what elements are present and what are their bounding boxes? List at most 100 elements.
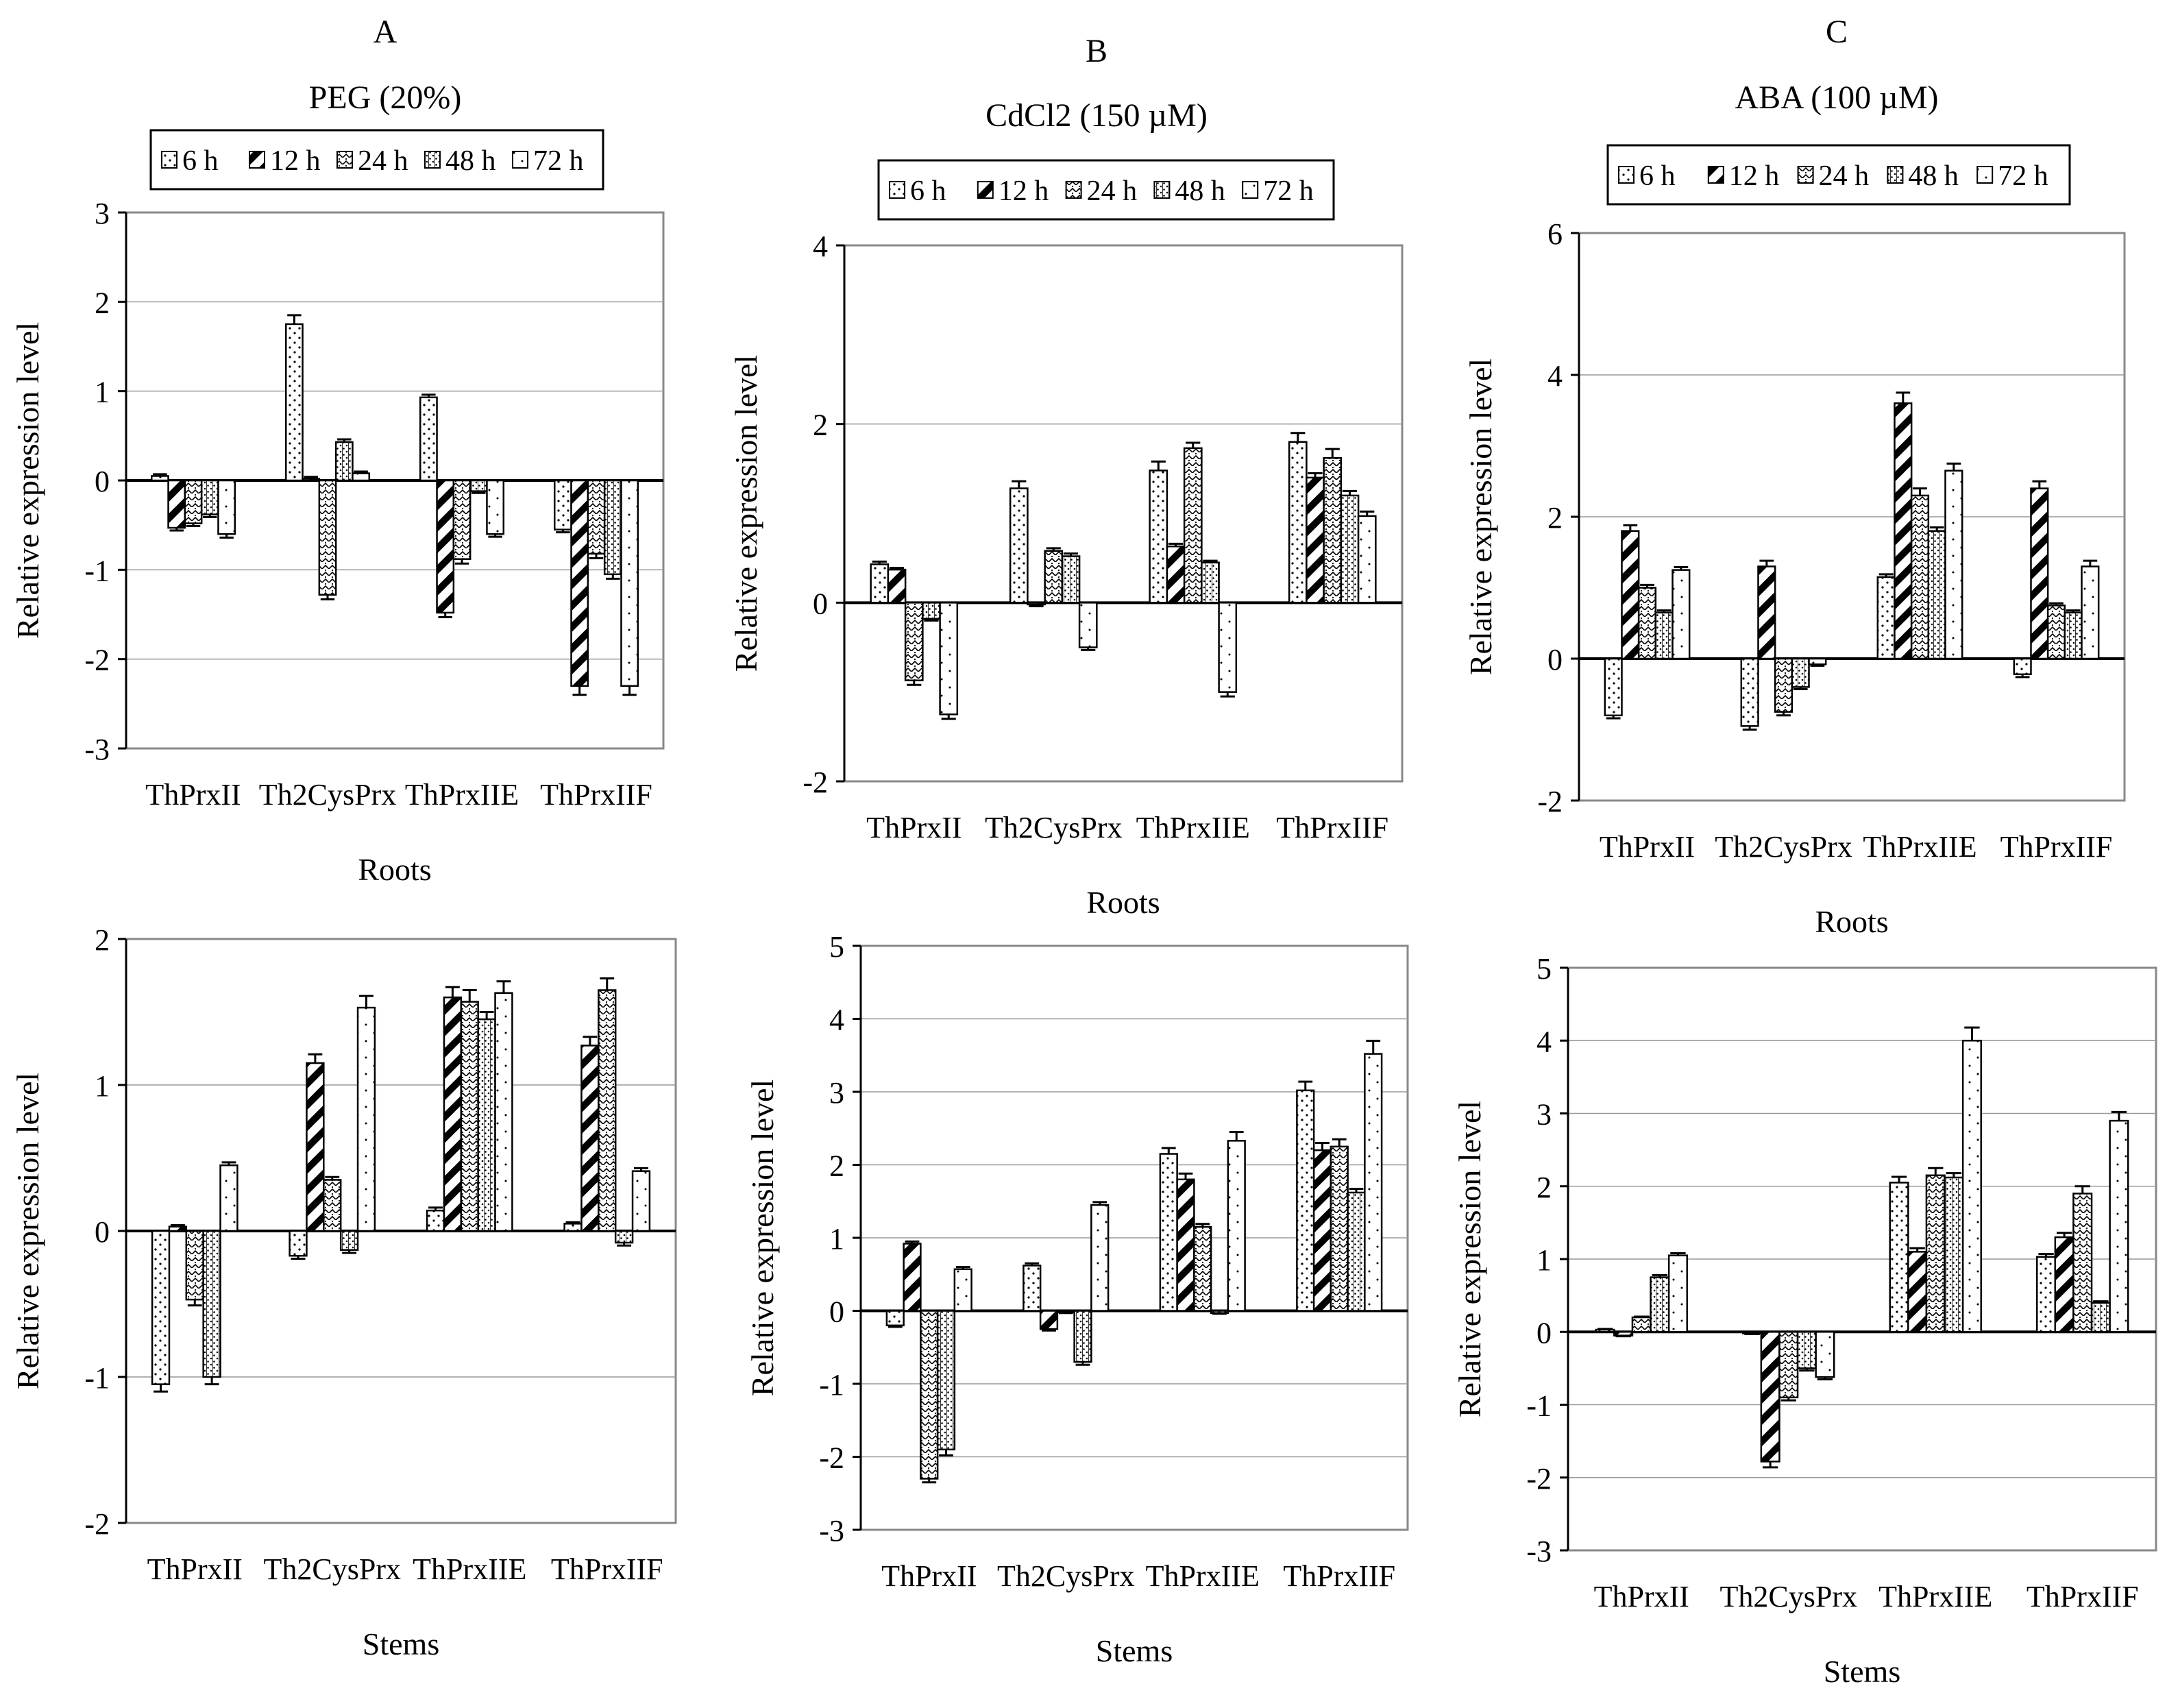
y-tick-label: 0 (829, 1295, 844, 1329)
x-tick-label: Th2CysPrx (985, 811, 1122, 844)
x-tick-label: ThPrxIIF (551, 1552, 663, 1586)
bar-ThPrxIIF-72h (1364, 1053, 1383, 1312)
y-tick-label: 1 (95, 1069, 110, 1103)
legend-swatch-5 (512, 151, 528, 169)
bar-ThPrxIIF-12h (570, 479, 589, 687)
y-tick-label: 0 (1547, 643, 1563, 676)
legend-swatch-3 (1797, 166, 1814, 184)
y-tick-label: -3 (1526, 1535, 1552, 1568)
bar-ThPrxIIE-48h (1210, 1310, 1229, 1314)
y-tick-label: -2 (803, 766, 828, 799)
x-tick-label: Th2CysPrx (259, 778, 396, 812)
bar-Th2CysPrx-72h (1808, 657, 1827, 666)
legend-label-4: 48 h (1175, 175, 1225, 207)
y-tick-label: -1 (84, 1361, 110, 1395)
legend-a: 6 h 12 h 24 h 48 h 72 h (149, 129, 604, 191)
bar-ThPrxII-48h (922, 602, 941, 620)
bar-ThPrxIIE-72h (486, 479, 505, 535)
chart-c-stems: 5 4 3 2 1 0 -1 -2 -3 Relative expression level ThP… (1452, 952, 2157, 1689)
bar-Th2CysPrx-12h (1760, 1331, 1780, 1463)
bar-Th2CysPrx-48h (1796, 1331, 1817, 1369)
bar-ThPrxIIE-72h (494, 992, 513, 1232)
x-tick-label: ThPrxIIE (1863, 830, 1976, 864)
bar-Th2CysPrx-6h (1009, 487, 1029, 604)
y-axis-label: Relative expression level (1463, 358, 1498, 675)
legend-label-3: 24 h (358, 145, 408, 177)
y-tick-label: 5 (1537, 952, 1552, 986)
bar-ThPrxII-12h (167, 479, 186, 529)
y-tick-label: 0 (1537, 1316, 1552, 1350)
bar-ThPrxII-72h (953, 1268, 972, 1312)
legend-label-1: 6 h (182, 145, 219, 177)
x-tick-label: ThPrxIIF (1276, 811, 1388, 844)
y-tick-label: -2 (84, 1507, 110, 1541)
chart-a-roots: 3 2 1 0 -1 -2 -3 Relative expression level ThPrx… (10, 197, 665, 887)
y-tick-label: 2 (95, 923, 110, 957)
x-tick-label: ThPrxIIF (2027, 1580, 2139, 1613)
bar-ThPrxIIE-72h (1227, 1140, 1246, 1312)
bar-ThPrxII-12h (1621, 530, 1640, 660)
panel-letter-c: C (1826, 14, 1848, 50)
legend-swatch-3 (336, 151, 353, 169)
x-tick-label: ThPrxIIE (405, 778, 519, 812)
bar-ThPrxIIF-48h (1340, 494, 1360, 604)
bar-Th2CysPrx-72h (356, 1006, 376, 1232)
bar-ThPrxIIF-24h (2072, 1193, 2093, 1333)
legend-label-4: 48 h (445, 145, 496, 177)
bar-Th2CysPrx-48h (1073, 1310, 1092, 1363)
bar-ThPrxIIE-12h (443, 996, 463, 1232)
x-tick-label: Th2CysPrx (997, 1559, 1134, 1593)
bar-ThPrxII-24h (904, 602, 924, 681)
y-axis-label: Relative expression level (1452, 1101, 1487, 1417)
bar-ThPrxIIF-6h (563, 1223, 583, 1232)
bar-ThPrxIIF-6h (1296, 1089, 1315, 1312)
bar-ThPrxIIE-24h (452, 479, 472, 560)
y-tick-label: 3 (95, 197, 110, 230)
y-axis-label: Relative expression level (745, 1079, 780, 1396)
legend-swatch-4 (1153, 181, 1171, 199)
y-axis-label: Relative expression level (729, 355, 763, 672)
legend-label-2: 12 h (999, 175, 1049, 207)
y-tick-label: 2 (1547, 501, 1563, 535)
y-tick-label: -2 (1526, 1462, 1552, 1496)
bar-ThPrxII-72h (1672, 569, 1691, 660)
bar-ThPrxII-6h (1595, 1328, 1615, 1333)
bar-Th2CysPrx-6h (1023, 1265, 1042, 1312)
bar-ThPrxII-6h (1604, 657, 1623, 717)
legend-label-1: 6 h (910, 175, 946, 207)
legend-label-2: 12 h (270, 145, 321, 177)
bar-ThPrxII-24h (1631, 1316, 1652, 1333)
chart-c-roots: 6 4 2 0 -2 Relative expression level ThPrxII Th… (1463, 217, 2126, 939)
legend-swatch-2 (249, 151, 265, 169)
bar-ThPrxIIE-72h (1961, 1040, 1982, 1333)
bar-ThPrxIIF-48h (2090, 1302, 2111, 1333)
x-tick-label: ThPrxII (147, 1552, 243, 1586)
bar-ThPrxIIF-12h (2054, 1236, 2074, 1333)
panel-letter-a: A (374, 14, 397, 50)
y-tick-label: -1 (819, 1368, 844, 1402)
bar-ThPrxIIF-48h (603, 479, 622, 576)
bar-ThPrxIIE-6h (419, 396, 438, 482)
legend-swatch-4 (1887, 166, 1904, 184)
y-tick-label: 3 (829, 1076, 844, 1110)
x-tick-label: ThPrxIIF (540, 778, 652, 812)
chart-b-stems: 5 4 3 2 1 0 -1 -2 -3 Relative expression level ThP… (745, 930, 1409, 1668)
legend-label-3: 24 h (1819, 160, 1870, 192)
legend-swatch-4 (424, 151, 441, 169)
legend-swatch-5 (1242, 181, 1259, 199)
bar-ThPrxIIE-48h (477, 1018, 496, 1232)
y-tick-label: -3 (84, 733, 110, 766)
bar-ThPrxIIE-24h (1910, 494, 1930, 660)
bar-ThPrxIIF-6h (2036, 1256, 2057, 1333)
y-tick-label: -1 (84, 554, 110, 587)
bar-ThPrxII-12h (1613, 1331, 1634, 1337)
bar-Th2CysPrx-48h (334, 441, 354, 482)
bar-ThPrxIIE-12h (436, 479, 455, 614)
x-tick-label: Th2CysPrx (264, 1552, 401, 1586)
x-tick-label: ThPrxIIF (1283, 1559, 1395, 1593)
x-tick-label: ThPrxII (881, 1559, 977, 1593)
bar-Th2CysPrx-12h (302, 478, 321, 482)
bar-Th2CysPrx-24h (1774, 657, 1793, 713)
bar-ThPrxIIF-48h (2064, 611, 2083, 660)
